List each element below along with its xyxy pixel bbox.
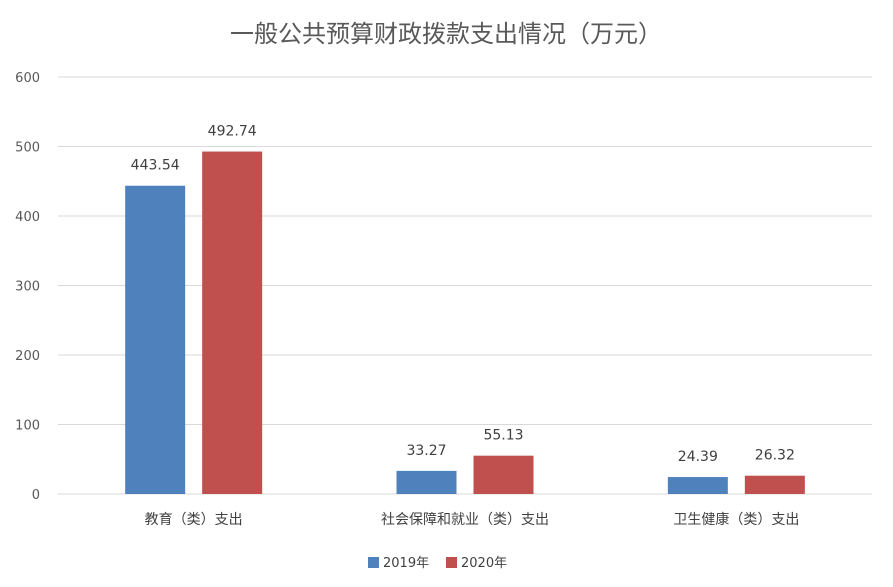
legend-label: 2020年 bbox=[461, 556, 507, 571]
legend: 2019年 2020年 bbox=[368, 556, 507, 571]
x-tick-label: 教育（类）支出 bbox=[145, 512, 243, 528]
y-tick-label: 0 bbox=[32, 488, 40, 503]
y-tick-label: 200 bbox=[15, 349, 40, 364]
data-label: 24.39 bbox=[678, 449, 718, 465]
bar-1-1 bbox=[125, 185, 186, 495]
x-tick-label: 社会保障和就业（类）支出 bbox=[381, 512, 549, 528]
legend-swatch bbox=[368, 557, 379, 568]
data-label: 492.74 bbox=[208, 124, 257, 140]
legend-label: 2019年 bbox=[383, 556, 429, 571]
bar-1-2 bbox=[396, 470, 457, 494]
bar-1-3 bbox=[667, 477, 728, 494]
x-axis: 教育（类）支出 社会保障和就业（类）支出 卫生健康（类）支出 bbox=[145, 511, 800, 528]
x-tick-label: 卫生健康（类）支出 bbox=[673, 511, 799, 528]
data-label: 55.13 bbox=[483, 428, 523, 444]
data-label: 443.54 bbox=[131, 158, 180, 174]
y-tick-label: 400 bbox=[15, 210, 40, 225]
chart-title: 一般公共预算财政拨款支出情况（万元） bbox=[230, 20, 662, 48]
y-tick-label: 300 bbox=[15, 280, 40, 295]
y-tick-label: 600 bbox=[15, 71, 40, 86]
y-tick-label: 100 bbox=[15, 419, 40, 434]
data-label: 26.32 bbox=[755, 448, 795, 464]
bar-2-1 bbox=[202, 151, 263, 494]
y-tick-label: 500 bbox=[15, 141, 40, 156]
data-labels: 443.54 492.74 33.27 55.13 24.39 26.32 bbox=[131, 124, 795, 466]
data-label: 33.27 bbox=[406, 443, 446, 459]
bars bbox=[125, 151, 805, 495]
y-axis: 0 100 200 300 400 500 600 bbox=[15, 71, 40, 503]
legend-swatch bbox=[446, 557, 457, 568]
bar-2-2 bbox=[473, 455, 534, 494]
grid-layer bbox=[58, 76, 872, 495]
bar-2-3 bbox=[744, 475, 805, 494]
